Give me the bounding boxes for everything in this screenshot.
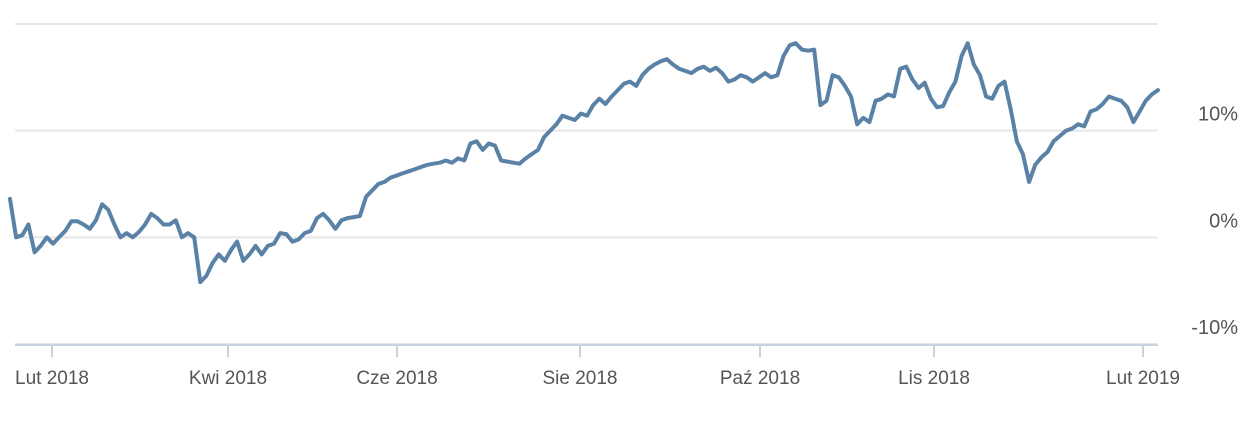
x-tick-label: Lut 2018 <box>15 368 89 389</box>
grid-lines <box>15 23 1158 345</box>
x-tick-label: Cze 2018 <box>356 368 437 389</box>
series-line <box>8 41 1160 285</box>
x-axis <box>15 344 1158 357</box>
tick-labels: 10% 0% -10% Lut 2018 Kwi 2018 Cze 2018 Sie 201… <box>15 104 1238 389</box>
series-layer <box>8 41 1160 285</box>
x-tick-label: Lis 2018 <box>898 368 970 389</box>
x-tick-label: Sie 2018 <box>542 368 617 389</box>
y-tick-label: -10% <box>1191 317 1238 339</box>
x-tick-label: Kwi 2018 <box>189 368 267 389</box>
x-tick-label: Lut 2019 <box>1106 368 1180 389</box>
x-tick-label: Paź 2018 <box>720 368 800 389</box>
y-tick-label: 10% <box>1198 104 1238 126</box>
y-tick-label: 0% <box>1209 210 1238 232</box>
